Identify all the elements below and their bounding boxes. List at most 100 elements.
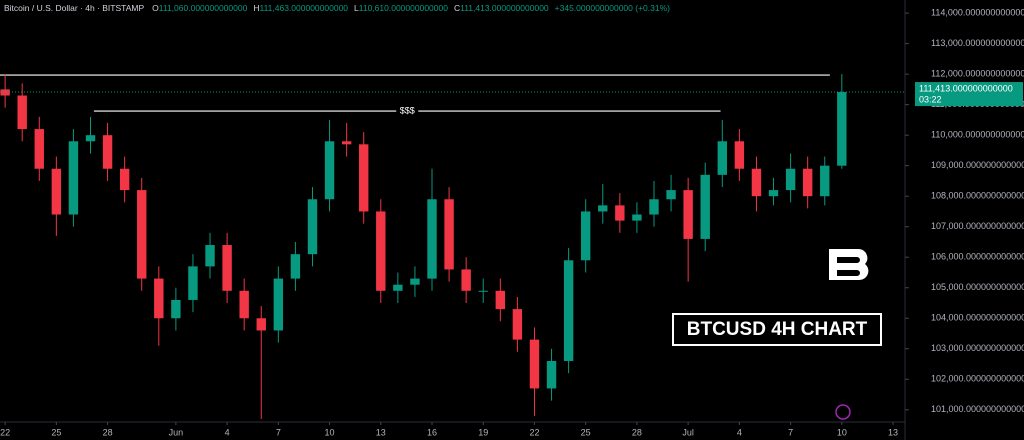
candle-body <box>427 199 437 279</box>
candle-body <box>802 168 813 197</box>
ohlc-value: 111,060.000000000000 <box>159 3 248 13</box>
x-tick-label: 10 <box>837 427 847 437</box>
ohlc-name: H <box>253 3 259 13</box>
candle-body <box>563 260 574 361</box>
logo <box>829 249 869 281</box>
candle-body <box>478 290 488 292</box>
candle-body <box>154 278 164 319</box>
x-tick-label: 13 <box>376 427 386 437</box>
candle-body <box>290 254 301 279</box>
candle-body <box>632 214 642 221</box>
candle-body <box>837 92 847 166</box>
x-tick-label: 28 <box>103 427 113 437</box>
candle-body <box>580 211 591 261</box>
x-tick-label: Jun <box>169 427 184 437</box>
countdown-label: 03:22 <box>919 94 942 104</box>
x-tick-label: 13 <box>888 427 898 437</box>
candle-body <box>119 168 130 191</box>
y-tick-label: 101,000.000000000000 <box>931 404 1024 414</box>
candle-body <box>649 199 659 215</box>
candle-body <box>734 141 745 169</box>
candle-body <box>529 339 540 389</box>
candle-body <box>410 278 420 285</box>
y-tick-label: 112,000.000000000000 <box>931 69 1024 79</box>
header-title: Bitcoin / U.S. Dollar · 4h · BITSTAMP <box>4 3 144 13</box>
y-tick-label: 106,000.000000000000 <box>931 252 1024 262</box>
last-price-tag <box>915 82 1023 107</box>
candle-body <box>751 168 762 197</box>
replay-icon[interactable] <box>835 404 851 420</box>
candle-body <box>376 211 386 291</box>
ohlc-name: O <box>152 3 159 13</box>
x-tick-label: 22 <box>0 427 10 437</box>
candle-body <box>700 174 710 239</box>
candle-body <box>461 269 471 291</box>
watermark-text: BTCUSD 4H CHART <box>687 319 868 340</box>
candle-body <box>785 168 796 191</box>
y-tick-label: 108,000.000000000000 <box>931 191 1024 201</box>
candle-body <box>393 284 403 291</box>
candle-body <box>85 135 96 142</box>
level-label: $$$ <box>400 105 415 115</box>
candle-body <box>34 129 44 169</box>
ohlc-name: C <box>454 3 460 13</box>
y-tick-label: 102,000.000000000000 <box>931 374 1024 384</box>
x-tick-label: 10 <box>325 427 335 437</box>
candle-body <box>820 165 830 197</box>
ohlc-name: L <box>354 3 359 13</box>
candle-body <box>256 318 266 331</box>
candle-body <box>239 290 249 319</box>
y-tick-label: 103,000.000000000000 <box>931 343 1024 353</box>
ohlc-value: 110,610.000000000000 <box>359 3 448 13</box>
candle-body <box>717 141 727 175</box>
x-tick-label: 16 <box>427 427 437 437</box>
x-tick-label: 22 <box>529 427 539 437</box>
candle-body <box>615 205 625 221</box>
y-tick-label: 107,000.000000000000 <box>931 221 1024 231</box>
x-tick-label: 4 <box>225 427 230 437</box>
candle-body <box>222 245 232 291</box>
candle-body <box>341 141 352 145</box>
candle-body <box>359 144 369 212</box>
candle-body <box>683 190 693 239</box>
ohlc-value: 111,413.000000000000 <box>460 3 549 13</box>
y-tick-label: 110,000.000000000000 <box>931 130 1024 140</box>
candle-body <box>68 141 79 215</box>
candle-body <box>171 299 181 319</box>
candle-body <box>444 199 454 270</box>
candle-body <box>495 290 506 310</box>
x-tick-label: 25 <box>51 427 61 437</box>
candle-body <box>0 89 10 96</box>
plot-area: $$$ <box>0 74 905 419</box>
x-tick-label: 7 <box>788 427 793 437</box>
x-tick-label: 4 <box>737 427 742 437</box>
ohlc-value: 111,463.000000000000 <box>259 3 348 13</box>
logo-icon <box>829 249 869 281</box>
candle-body <box>137 190 147 279</box>
x-tick-label: 19 <box>478 427 488 437</box>
y-tick-label: 104,000.000000000000 <box>931 313 1024 323</box>
level-label-bg <box>396 105 419 118</box>
x-tick-label: 7 <box>276 427 281 437</box>
header: Bitcoin / U.S. Dollar · 4h · BITSTAMP O11… <box>4 3 670 13</box>
candle-body <box>307 199 318 255</box>
candle-body <box>512 309 523 340</box>
candle-body <box>666 190 676 200</box>
x-tick-label: 25 <box>581 427 591 437</box>
candle-body <box>598 205 608 212</box>
candle-body <box>273 278 284 331</box>
y-tick-label: 114,000.000000000000 <box>931 7 1024 17</box>
candle-body <box>188 266 198 300</box>
x-tick-label: Jul <box>682 427 694 437</box>
change: +345.000000000000 (+0.31%) <box>555 3 670 13</box>
y-tick-label: 109,000.000000000000 <box>931 160 1024 170</box>
x-tick-label: 28 <box>632 427 642 437</box>
last-price-label: 111,413.000000000000 <box>919 83 1013 93</box>
y-tick-label: 113,000.000000000000 <box>931 38 1024 48</box>
candle-body <box>17 95 27 130</box>
candle-body <box>324 141 335 200</box>
candle-body <box>51 168 62 215</box>
candle-body <box>102 135 113 169</box>
